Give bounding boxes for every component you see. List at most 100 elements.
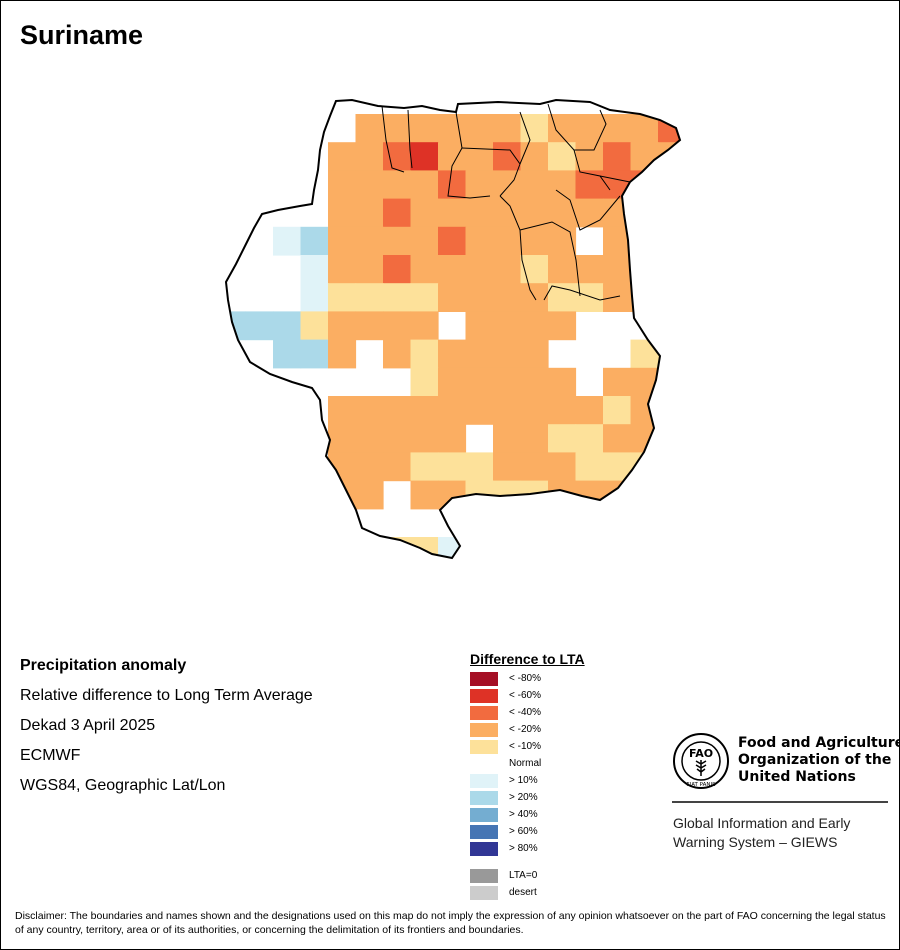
- anomaly-cell: [438, 226, 467, 256]
- anomaly-cell: [768, 255, 796, 284]
- anomaly-cell: [575, 255, 604, 284]
- anomaly-cell: [548, 255, 577, 284]
- anomaly-cell: [493, 396, 522, 425]
- legend-label: desert: [509, 887, 537, 898]
- anomaly-cell: [438, 283, 467, 312]
- country-outline: [224, 98, 682, 560]
- anomaly-cell: [493, 255, 522, 284]
- anomaly-cell: [520, 424, 549, 453]
- anomaly-cell: [575, 396, 604, 425]
- anomaly-cell: [410, 283, 439, 312]
- anomaly-cell: [658, 424, 680, 453]
- anomaly-cell: [603, 424, 632, 453]
- anomaly-cell: [741, 396, 769, 425]
- anomaly-cell: [686, 396, 714, 425]
- anomaly-cell: [355, 537, 384, 558]
- anomaly-cell: [768, 452, 796, 481]
- anomaly-cell: [630, 226, 659, 256]
- anomaly-cell: [493, 142, 522, 171]
- anomaly-cell: [493, 311, 522, 341]
- anomaly-cell: [630, 198, 659, 228]
- anomaly-cell: [713, 283, 741, 312]
- anomaly-cell: [410, 339, 439, 369]
- anomaly-grid: [226, 100, 824, 594]
- legend-label: < -20%: [509, 724, 541, 735]
- anomaly-cell: [355, 255, 384, 284]
- anomaly-cell: [796, 481, 824, 510]
- legend-swatch: [470, 869, 498, 883]
- anomaly-cell: [520, 396, 549, 425]
- anomaly-cell: [355, 424, 384, 453]
- anomaly-cell: [575, 142, 604, 171]
- anomaly-cell: [713, 199, 741, 228]
- anomaly-cell: [520, 452, 549, 482]
- anomaly-cell: [768, 424, 796, 453]
- map-projection: WGS84, Geographic Lat/Lon: [20, 777, 226, 794]
- anomaly-cell: [410, 142, 439, 171]
- anomaly-cell: [603, 283, 632, 312]
- anomaly-cell: [630, 283, 659, 312]
- anomaly-cell: [328, 283, 357, 312]
- anomaly-cell: [355, 311, 384, 341]
- anomaly-cell: [355, 452, 384, 482]
- anomaly-cell: [383, 283, 412, 312]
- anomaly-cell: [768, 481, 796, 510]
- anomaly-cell: [575, 452, 604, 482]
- anomaly-cell: [768, 368, 796, 397]
- anomaly-cell: [658, 480, 680, 510]
- anomaly-cell: [686, 199, 714, 228]
- anomaly-cell: [713, 255, 741, 284]
- anomaly-cell: [686, 142, 714, 171]
- anomaly-cell: [520, 198, 549, 228]
- legend-swatch: [470, 886, 498, 900]
- giews-name: Global Information and Early Warning Sys…: [673, 814, 850, 852]
- anomaly-cell: [741, 199, 769, 228]
- anomaly-cell: [465, 283, 494, 312]
- anomaly-cell: [493, 226, 522, 256]
- anomaly-cell: [713, 170, 741, 199]
- anomaly-cell: [273, 339, 302, 369]
- map-period: Dekad 3 April 2025: [20, 717, 156, 734]
- anomaly-cell: [686, 452, 714, 481]
- legend-swatch: [470, 774, 498, 788]
- anomaly-cell: [796, 424, 824, 453]
- anomaly-cell: [226, 311, 247, 341]
- anomaly-cell: [383, 339, 412, 369]
- anomaly-cell: [713, 481, 741, 510]
- district-boundary: [447, 111, 491, 199]
- anomaly-cell: [520, 226, 549, 256]
- anomaly-cell: [658, 283, 680, 312]
- anomaly-cell: [438, 114, 467, 143]
- anomaly-cell: [713, 311, 741, 340]
- anomaly-cell: [548, 198, 577, 228]
- anomaly-cell: [741, 368, 769, 397]
- anomaly-cell: [520, 142, 549, 171]
- anomaly-cell: [383, 198, 412, 228]
- anomaly-cell: [328, 198, 357, 228]
- anomaly-cell: [355, 114, 384, 143]
- anomaly-cell: [575, 170, 604, 200]
- anomaly-cell: [438, 565, 466, 594]
- anomaly-cell: [328, 226, 357, 256]
- anomaly-cell: [548, 226, 577, 256]
- anomaly-cell: [713, 424, 741, 453]
- anomaly-cell: [548, 142, 577, 171]
- anomaly-cell: [273, 311, 302, 341]
- anomaly-cell: [713, 114, 741, 143]
- anomaly-cell: [383, 424, 412, 453]
- anomaly-cell: [603, 255, 632, 284]
- anomaly-cell: [741, 340, 769, 369]
- map-subject: Precipitation anomaly: [20, 657, 187, 674]
- legend-label: > 10%: [509, 775, 538, 786]
- anomaly-cell: [796, 452, 824, 481]
- anomaly-cell: [630, 142, 659, 171]
- anomaly-cell: [713, 368, 741, 397]
- fao-logo-text: FAO: [689, 747, 713, 760]
- anomaly-cell: [410, 198, 439, 228]
- anomaly-cell: [410, 170, 439, 200]
- district-boundary: [381, 105, 405, 173]
- anomaly-cell: [328, 480, 357, 510]
- anomaly-cell: [410, 480, 439, 510]
- anomaly-cell: [245, 311, 274, 341]
- anomaly-cell: [410, 226, 439, 256]
